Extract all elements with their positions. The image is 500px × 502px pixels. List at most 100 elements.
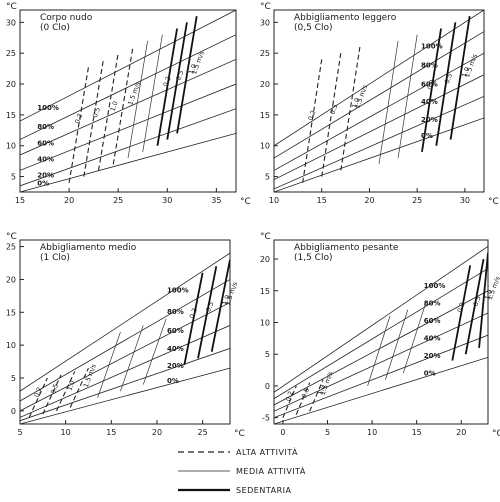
velocity-annotation: 1.5 m/s: [126, 80, 142, 106]
velocity-annotation: 1.0: [221, 294, 232, 306]
x-unit-label: °C: [492, 429, 500, 439]
y-tick-label: 15: [6, 111, 16, 120]
rh-label: 0%: [37, 179, 49, 187]
y-unit-label: °C: [6, 2, 17, 12]
rh-label: 100%: [37, 104, 59, 112]
dashed-activity-line: [321, 53, 342, 177]
rh-label: 20%: [424, 352, 441, 360]
x-tick-label: 20: [152, 428, 162, 437]
dashed-activity-line: [69, 367, 89, 408]
panel-subtitle: (1 Clo): [40, 253, 70, 263]
rh-line-60pct: [20, 58, 236, 156]
velocity-annotation: 0.5: [300, 387, 311, 399]
x-unit-label: °C: [234, 429, 245, 439]
velocity-annotation: 0.5: [204, 301, 215, 313]
x-tick-label: 5: [17, 428, 22, 437]
x-tick-label: 5: [325, 428, 330, 437]
y-tick-label: 0: [265, 382, 270, 391]
velocity-annotation: 0.2: [33, 386, 44, 398]
thin-activity-line: [142, 34, 163, 152]
y-tick-label: 10: [6, 142, 16, 151]
x-unit-label: °C: [240, 197, 251, 207]
rh-label: 20%: [421, 116, 438, 124]
y-tick-label: 0: [11, 407, 16, 416]
x-tick-label: 15: [106, 428, 116, 437]
rh-label: 80%: [167, 308, 184, 316]
panel-title: Abbigliamento leggero: [294, 13, 397, 23]
x-tick-label: 25: [113, 196, 123, 205]
x-tick-label: 10: [269, 196, 279, 205]
y-unit-label: °C: [260, 2, 271, 12]
x-tick-label: 20: [64, 196, 74, 205]
dashed-activity-line: [112, 46, 134, 165]
y-tick-label: 20: [6, 80, 16, 89]
x-tick-label: 15: [15, 196, 25, 205]
rh-label: 20%: [37, 172, 54, 180]
rh-line-100pct: [20, 10, 236, 122]
rh-label: 40%: [167, 345, 184, 353]
thick-activity-line: [478, 252, 488, 348]
thick-activity-line: [156, 28, 178, 146]
panel-title: Abbigliamento pesante: [294, 243, 399, 253]
rh-line-0pct: [20, 133, 236, 192]
velocity-annotation: 0.2: [456, 301, 467, 313]
y-tick-label: 20: [260, 80, 270, 89]
thick-activity-line: [435, 22, 457, 146]
rh-line-80pct: [20, 279, 230, 402]
panel-subtitle: (1,5 Clo): [294, 253, 333, 263]
thick-activity-line: [166, 22, 188, 140]
rh-line-100pct: [274, 246, 488, 393]
y-tick-label: 25: [6, 243, 16, 252]
thick-activity-line: [210, 259, 230, 352]
rh-line-60pct: [274, 52, 484, 171]
velocity-annotation: 0.2: [73, 112, 84, 124]
rh-label: 0%: [421, 132, 433, 140]
rh-line-100pct: [20, 252, 230, 392]
velocity-annotation: 0.5: [443, 72, 454, 84]
dashed-activity-line: [340, 46, 361, 171]
x-tick-label: 30: [162, 196, 172, 205]
y-tick-label: 5: [265, 173, 270, 182]
rh-line-40pct: [274, 312, 488, 412]
x-tick-label: 10: [61, 428, 71, 437]
legend-label-sedentaria: SEDENTARIA: [236, 486, 291, 495]
x-tick-label: 25: [412, 196, 422, 205]
rh-label: 0%: [167, 377, 179, 385]
velocity-annotation: 1.0: [187, 63, 198, 75]
thick-activity-line: [176, 16, 198, 134]
velocity-annotation: 1.5 m/s: [353, 83, 369, 109]
panel-frame: [273, 239, 489, 425]
rh-label: 0%: [424, 369, 436, 377]
y-tick-label: 15: [260, 111, 270, 120]
thin-activity-line: [97, 331, 121, 398]
y-tick-label: 30: [6, 18, 16, 27]
dashed-activity-line: [56, 371, 76, 412]
rh-line-0pct: [274, 117, 484, 192]
x-tick-label: 30: [460, 196, 470, 205]
panel-2: 10 15 20 25 30 5 10 15 20 25 30 °C °C Abbigliamento l…: [260, 2, 499, 207]
velocity-annotation: 1.0: [65, 379, 76, 391]
rh-label: 40%: [37, 155, 54, 163]
rh-label: 60%: [167, 327, 184, 335]
y-tick-label: 15: [260, 287, 270, 296]
thick-activity-line: [421, 28, 442, 153]
y-tick-label: 10: [260, 318, 270, 327]
dashed-activity-line: [42, 374, 62, 415]
x-tick-label: 25: [198, 428, 208, 437]
thin-activity-line: [127, 40, 148, 159]
panel-frame: [19, 239, 231, 425]
y-tick-label: 5: [11, 374, 16, 383]
thick-activity-line: [464, 258, 485, 355]
rh-label: 100%: [167, 287, 189, 295]
y-unit-label: °C: [6, 232, 17, 242]
x-tick-label: 10: [367, 428, 377, 437]
x-tick-label: 0: [280, 428, 285, 437]
thin-activity-line: [142, 318, 167, 385]
velocity-annotation: 0.2: [188, 307, 199, 319]
thin-activity-line: [397, 34, 418, 159]
y-tick-label: 25: [260, 49, 270, 58]
velocity-annotation: 1.0: [316, 384, 327, 396]
y-tick-label: 10: [260, 142, 270, 151]
dashed-activity-line: [302, 59, 323, 183]
